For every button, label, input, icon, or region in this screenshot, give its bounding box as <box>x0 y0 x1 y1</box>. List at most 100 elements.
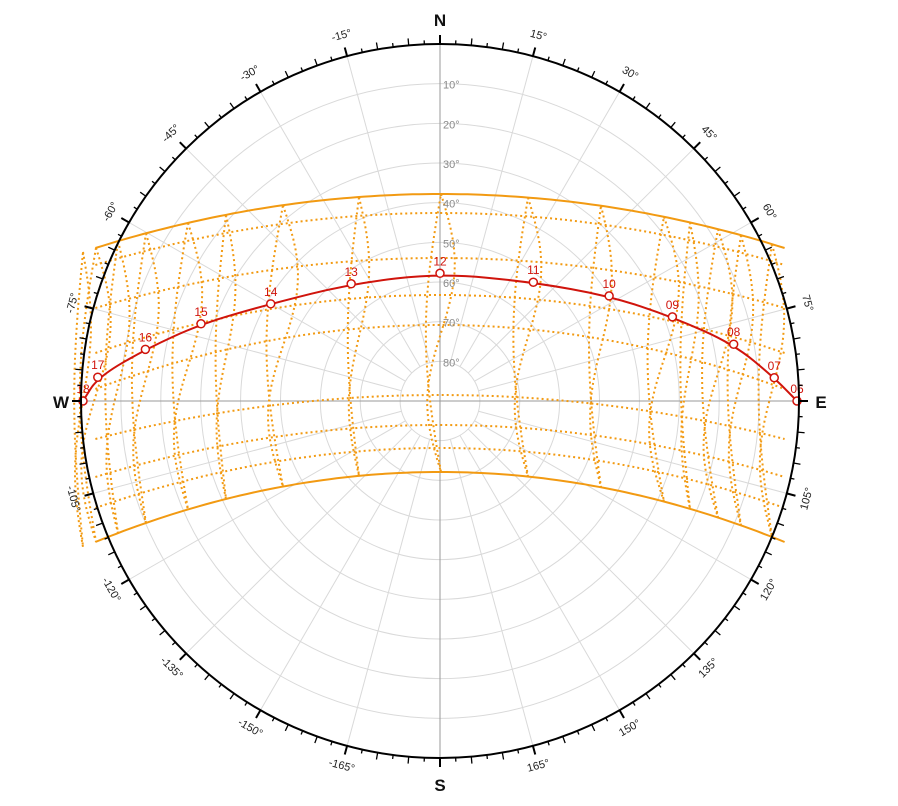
azimuth-tick <box>576 67 580 72</box>
azimuth-tick <box>244 701 248 706</box>
hour-label-14: 14 <box>264 285 278 299</box>
azimuth-tick <box>771 262 776 265</box>
azimuth-tick <box>790 322 795 325</box>
hour-label-07: 07 <box>768 359 782 373</box>
azimuth-tick <box>151 617 156 622</box>
azimuth-label: -60° <box>101 200 122 224</box>
azimuth-tick <box>159 629 166 636</box>
azimuth-tick <box>693 652 701 661</box>
azimuth-tick <box>85 477 90 480</box>
azimuth-label: 30° <box>620 64 640 83</box>
azimuth-tick <box>576 730 580 735</box>
azimuth-tick <box>229 102 235 109</box>
hourly-analemma <box>679 222 700 509</box>
azimuth-tick <box>271 717 275 722</box>
azimuth-tick <box>375 752 379 760</box>
solstice-sun-path <box>95 193 785 249</box>
azimuth-tick <box>229 693 235 700</box>
azimuth-tick <box>771 537 776 540</box>
azimuth-tick <box>314 736 318 744</box>
azimuth-tick <box>330 56 333 61</box>
azimuth-spoke <box>459 91 620 367</box>
azimuth-label: 120° <box>758 577 780 603</box>
azimuth-tick <box>255 83 262 93</box>
azimuth-tick <box>632 701 636 706</box>
azimuth-spoke <box>474 222 752 382</box>
altitude-label: 10° <box>443 80 460 92</box>
azimuth-tick <box>360 48 363 53</box>
azimuth-spoke <box>185 428 413 654</box>
azimuth-tick <box>782 507 787 511</box>
azimuth-spoke <box>449 439 534 746</box>
annual-sun-envelope <box>73 193 786 548</box>
azimuth-tick <box>179 652 187 661</box>
azimuth-tick <box>75 431 83 434</box>
hour-marker-13 <box>346 279 356 289</box>
azimuth-tick <box>218 683 222 688</box>
azimuth-tick <box>133 592 138 596</box>
azimuth-spoke <box>185 148 413 374</box>
hour-label-13: 13 <box>344 265 358 279</box>
hour-marker-09 <box>667 312 678 322</box>
azimuth-tick <box>80 446 85 449</box>
azimuth-tick <box>108 551 115 556</box>
azimuth-tick <box>360 749 363 754</box>
hourly-analemma <box>424 193 456 473</box>
azimuth-tick <box>343 47 349 57</box>
azimuth-tick <box>391 754 394 759</box>
azimuth-tick <box>714 629 721 636</box>
azimuth-tick <box>795 353 800 356</box>
azimuth-tick <box>750 578 760 585</box>
azimuth-tick <box>591 724 596 732</box>
azimuth-label: -165° <box>327 757 356 775</box>
hour-label-12: 12 <box>433 254 447 268</box>
hourly-analemma <box>346 196 371 477</box>
azimuth-tick <box>204 674 210 681</box>
azimuth-tick <box>591 70 596 78</box>
azimuth-tick <box>733 191 741 197</box>
azimuth-tick <box>797 431 805 434</box>
azimuth-tick <box>501 42 505 50</box>
azimuth-tick <box>742 592 747 596</box>
azimuth-label: -45° <box>160 122 183 145</box>
altitude-label: 30° <box>443 159 460 171</box>
azimuth-tick <box>255 709 262 719</box>
azimuth-tick <box>765 246 772 251</box>
altitude-label: 70° <box>443 318 460 330</box>
azimuth-tick <box>517 48 520 53</box>
monthly-sun-path <box>95 424 785 478</box>
hour-marker-15 <box>196 319 206 329</box>
hourly-analemma <box>214 214 237 500</box>
azimuth-spoke <box>449 56 534 363</box>
azimuth-tick <box>218 114 222 119</box>
azimuth-tick <box>547 741 550 746</box>
azimuth-tick <box>159 166 166 173</box>
azimuth-tick <box>407 756 410 764</box>
azimuth-label: 150° <box>617 717 643 739</box>
azimuth-tick <box>244 96 248 101</box>
azimuth-tick <box>314 58 318 66</box>
azimuth-tick <box>547 56 550 61</box>
azimuth-tick <box>670 121 676 128</box>
hour-marker-14 <box>265 299 276 309</box>
azimuth-label: 60° <box>760 202 779 222</box>
azimuth-spoke <box>128 420 406 580</box>
azimuth-tick <box>79 462 87 465</box>
azimuth-tick <box>658 114 662 119</box>
azimuth-tick <box>765 551 772 556</box>
azimuth-label: -105° <box>64 485 82 514</box>
azimuth-tick <box>407 38 410 46</box>
solstice-sun-path <box>95 471 785 543</box>
hourly-analemma <box>104 240 131 534</box>
azimuth-tick <box>271 80 275 85</box>
hourly-analemma <box>265 204 300 487</box>
azimuth-spoke <box>346 56 431 363</box>
azimuth-tick <box>470 756 473 764</box>
azimuth-tick <box>782 291 787 295</box>
azimuth-tick <box>75 368 83 371</box>
azimuth-tick <box>80 353 85 356</box>
azimuth-tick <box>375 42 379 50</box>
azimuth-tick <box>517 749 520 754</box>
